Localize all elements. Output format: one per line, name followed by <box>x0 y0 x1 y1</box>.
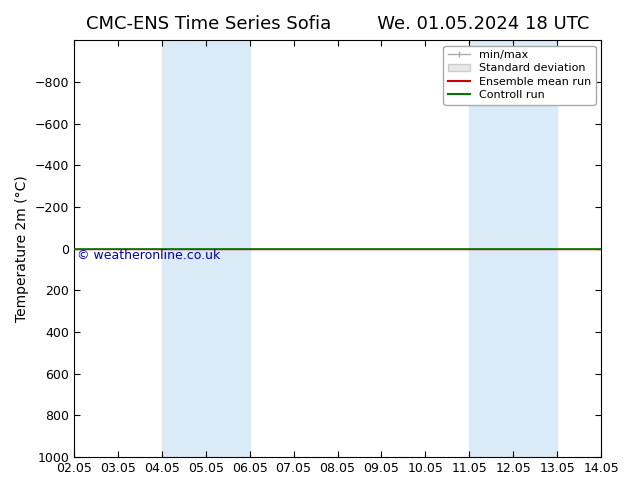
Y-axis label: Temperature 2m (°C): Temperature 2m (°C) <box>15 175 29 322</box>
Bar <box>162 40 250 457</box>
Bar <box>469 40 557 457</box>
Title: CMC-ENS Time Series Sofia        We. 01.05.2024 18 UTC: CMC-ENS Time Series Sofia We. 01.05.2024… <box>86 15 589 33</box>
Text: © weatheronline.co.uk: © weatheronline.co.uk <box>77 248 220 262</box>
Legend: min/max, Standard deviation, Ensemble mean run, Controll run: min/max, Standard deviation, Ensemble me… <box>443 46 595 104</box>
